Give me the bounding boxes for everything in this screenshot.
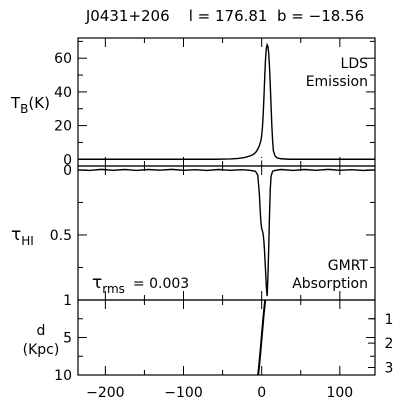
absorption-y-tick-label: 1 xyxy=(63,293,72,309)
distance-y-tick-label: 10 xyxy=(54,368,72,384)
distance-y-label-bottom: (Kpc) xyxy=(23,342,60,358)
distance-panel: 5 10 1 2 3 −200 −100 0 100 d (Kpc) xyxy=(23,299,393,401)
emission-series-line xyxy=(78,42,375,160)
rms-label-sub: rms xyxy=(102,282,125,296)
emission-y-tick-label: 0 xyxy=(63,152,72,168)
emission-y-tick-label: 40 xyxy=(54,85,72,101)
emission-x-ticks xyxy=(104,38,341,166)
distance-right-tick-label: 2 xyxy=(385,336,394,352)
absorption-annotation-line-1: GMRT xyxy=(328,258,369,274)
rms-label-main: τ xyxy=(92,273,102,293)
emission-y-label-tail: (K) xyxy=(28,94,50,112)
absorption-y-tick-label: 0.5 xyxy=(50,228,72,244)
x-tick-label: −200 xyxy=(86,385,124,401)
absorption-y-label-sub: HI xyxy=(21,234,34,248)
distance-right-tick-label: 3 xyxy=(385,361,394,377)
absorption-y-tick-label: 0 xyxy=(63,163,72,179)
absorption-panel: 00.51 τHI τrms = 0.003 GMRT Absorption xyxy=(11,163,376,309)
x-tick-label: −100 xyxy=(164,385,202,401)
absorption-y-label: τHI xyxy=(11,225,34,248)
emission-frame xyxy=(77,37,376,167)
distance-y-ticks: 5 10 xyxy=(54,299,375,384)
distance-y-label-top: d xyxy=(37,323,46,339)
distance-right-ticks: 1 2 3 xyxy=(368,312,393,377)
absorption-annotation-line-2: Absorption xyxy=(292,276,368,292)
distance-x-ticks: −200 −100 0 100 xyxy=(86,300,353,401)
x-tick-label: 0 xyxy=(257,385,266,401)
emission-annotation-line-2: Emission xyxy=(306,74,368,90)
emission-y-tick-label: 60 xyxy=(54,51,72,67)
rms-label-value: = 0.003 xyxy=(133,276,189,292)
distance-y-tick-label: 5 xyxy=(63,331,72,347)
absorption-y-label-main: τ xyxy=(11,225,21,245)
emission-y-label: TB(K) xyxy=(10,94,50,116)
absorption-rms-label: τrms = 0.003 xyxy=(92,273,189,296)
absorption-series-line xyxy=(77,168,376,297)
emission-y-ticks: 0 20 40 60 xyxy=(54,40,375,168)
distance-right-tick-label: 1 xyxy=(385,312,394,328)
emission-y-label-sub: B xyxy=(20,102,28,116)
emission-y-tick-label: 20 xyxy=(54,119,72,135)
x-tick-label: 100 xyxy=(326,385,353,401)
emission-y-label-main: T xyxy=(10,94,21,112)
distance-frame xyxy=(77,299,376,376)
emission-panel: 0 20 40 60 TB(K) LDS Emission xyxy=(10,37,376,168)
chart-title: J0431+206 l = 176.81 b = −18.56 xyxy=(85,7,364,25)
emission-annotation-line-1: LDS xyxy=(341,56,369,72)
distance-series-line xyxy=(257,299,267,376)
